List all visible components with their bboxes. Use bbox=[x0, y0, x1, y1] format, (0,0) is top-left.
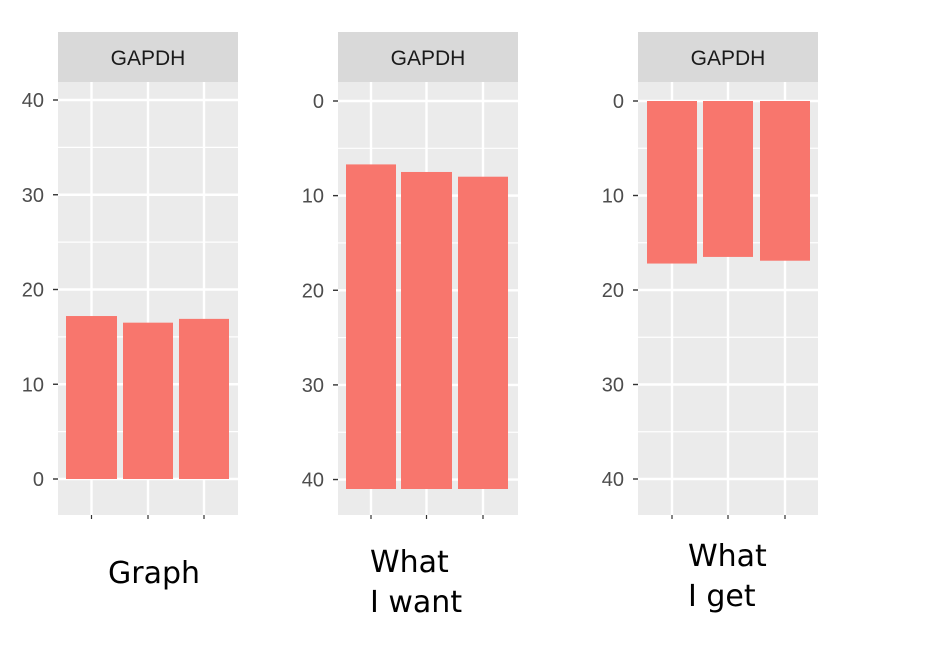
facet-strip bbox=[638, 32, 818, 82]
chart-graph: 0 10 20 30 40 GAPDH Graph bbox=[0, 0, 280, 652]
caption-what-i-want: What I want bbox=[370, 543, 462, 623]
bar-3 bbox=[458, 176, 508, 489]
bar-2 bbox=[401, 171, 452, 489]
caption-what-i-get: What I get bbox=[688, 537, 767, 617]
y-tick-label: 0 bbox=[313, 91, 324, 113]
y-tick-label: 0 bbox=[613, 91, 624, 113]
chart-svg-graph: 0 10 20 30 40 GAPDH bbox=[22, 32, 238, 519]
bar-3 bbox=[179, 318, 229, 479]
facet-strip-label: GAPDH bbox=[111, 47, 186, 70]
bar-1 bbox=[66, 316, 117, 479]
facet-strip bbox=[58, 32, 238, 82]
y-tick-label: 30 bbox=[602, 375, 624, 397]
y-tick-label: 30 bbox=[302, 375, 324, 397]
caption-line: What bbox=[370, 545, 449, 580]
caption-line: I get bbox=[688, 579, 756, 614]
facet-strip-label: GAPDH bbox=[391, 47, 466, 70]
caption-line: What bbox=[688, 539, 767, 574]
bar-1 bbox=[647, 101, 697, 264]
chart-svg-what-i-want: 0 10 20 30 40 GAPDH bbox=[302, 32, 518, 519]
bar-2 bbox=[703, 101, 753, 257]
caption-graph: Graph bbox=[108, 554, 200, 594]
caption-line: Graph bbox=[108, 556, 201, 591]
facet-strip-label: GAPDH bbox=[691, 47, 766, 70]
y-tick-label: 20 bbox=[602, 280, 624, 302]
bar-3 bbox=[760, 101, 810, 261]
y-tick-label: 40 bbox=[602, 469, 624, 491]
y-tick-label: 0 bbox=[33, 469, 44, 491]
y-tick-label: 20 bbox=[22, 280, 44, 302]
y-tick-label: 40 bbox=[22, 90, 44, 112]
y-tick-label: 10 bbox=[302, 186, 324, 208]
chart-svg-what-i-get: 0 10 20 30 40 GAPDH bbox=[602, 32, 818, 519]
caption-line: I want bbox=[370, 585, 463, 620]
bar-1 bbox=[346, 164, 396, 489]
chart-what-i-want: 0 10 20 30 40 GAPDH What I want bbox=[280, 0, 560, 652]
y-tick-label: 10 bbox=[22, 374, 44, 396]
chart-what-i-get: 0 10 20 30 40 GAPDH What I get bbox=[580, 0, 860, 652]
bar-2 bbox=[123, 322, 173, 479]
y-tick-label: 20 bbox=[302, 280, 324, 302]
y-tick-label: 30 bbox=[22, 185, 44, 207]
facet-strip bbox=[338, 32, 518, 82]
y-tick-label: 10 bbox=[602, 186, 624, 208]
y-tick-label: 40 bbox=[302, 470, 324, 492]
